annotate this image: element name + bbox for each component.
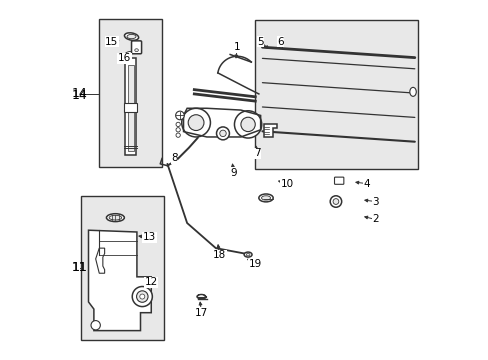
Circle shape (132, 287, 152, 307)
Bar (124, 103, 137, 112)
Circle shape (182, 108, 210, 137)
Circle shape (219, 130, 226, 136)
Text: 9: 9 (230, 168, 237, 178)
Circle shape (241, 117, 255, 132)
Circle shape (176, 128, 180, 132)
FancyBboxPatch shape (334, 177, 343, 184)
Text: 3: 3 (371, 197, 378, 207)
Bar (127, 65, 134, 151)
Text: 4: 4 (363, 179, 369, 189)
Text: 14: 14 (72, 89, 87, 102)
Polygon shape (264, 125, 276, 137)
Circle shape (175, 111, 184, 120)
Ellipse shape (127, 35, 136, 39)
Ellipse shape (106, 214, 124, 222)
Text: 13: 13 (142, 232, 156, 242)
Text: 19: 19 (248, 259, 262, 269)
Text: 11: 11 (72, 261, 87, 274)
Text: 6: 6 (277, 37, 283, 47)
Text: 14: 14 (72, 87, 87, 100)
Circle shape (188, 115, 203, 131)
Bar (99, 19, 162, 167)
Circle shape (329, 196, 341, 207)
Text: 8: 8 (171, 153, 178, 163)
Circle shape (234, 111, 261, 138)
Ellipse shape (124, 33, 138, 40)
Circle shape (332, 199, 338, 204)
Polygon shape (88, 230, 151, 330)
Text: 1: 1 (234, 42, 240, 52)
Bar (125, 58, 136, 155)
Ellipse shape (258, 194, 273, 202)
Text: 7: 7 (253, 148, 260, 158)
Text: 2: 2 (371, 215, 378, 224)
Text: 16: 16 (118, 53, 131, 63)
FancyBboxPatch shape (131, 41, 142, 54)
Circle shape (176, 122, 180, 127)
Circle shape (216, 127, 229, 140)
Ellipse shape (244, 252, 251, 257)
Ellipse shape (261, 196, 270, 200)
Circle shape (140, 294, 144, 299)
Ellipse shape (135, 49, 138, 51)
Bar (81, 196, 163, 339)
Ellipse shape (109, 215, 122, 220)
Circle shape (91, 320, 100, 330)
Text: 11: 11 (72, 261, 87, 274)
Ellipse shape (409, 87, 415, 96)
Text: 18: 18 (212, 250, 225, 260)
Circle shape (136, 291, 148, 302)
Ellipse shape (246, 253, 249, 256)
Text: 15: 15 (105, 37, 118, 47)
Bar (255, 21, 418, 169)
Text: 17: 17 (194, 308, 208, 318)
Text: 12: 12 (144, 277, 158, 287)
Circle shape (176, 133, 180, 137)
Text: 10: 10 (281, 179, 293, 189)
Text: 5: 5 (257, 37, 264, 47)
